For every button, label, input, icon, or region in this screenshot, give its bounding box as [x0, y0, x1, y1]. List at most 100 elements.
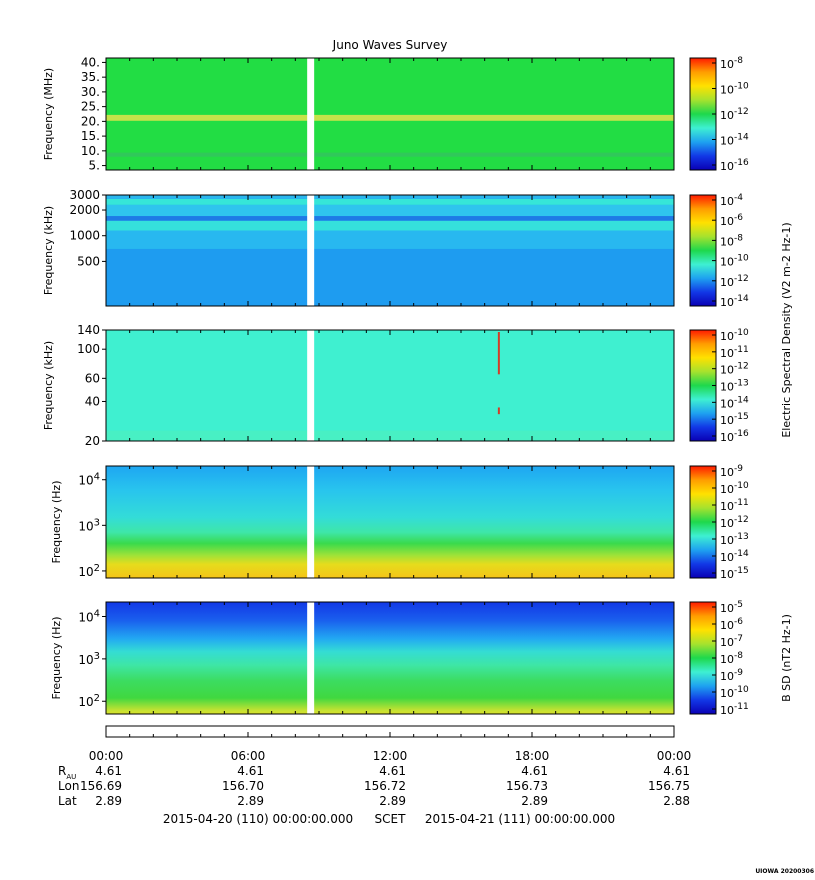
spectral-band: [106, 430, 674, 441]
y-tick-label: 30.: [81, 85, 100, 99]
time-tick-label: 18:00: [515, 749, 550, 763]
data-gap: [307, 330, 315, 441]
y-tick-label: 15.: [81, 129, 100, 143]
y-tick-label: 40.: [81, 55, 100, 69]
ephemeris-value: 4.61: [95, 764, 122, 778]
colorbar-tick-label: 10-11: [720, 345, 749, 360]
colorbar-scale: [689, 329, 717, 442]
colorbar-tick-label: 10-7: [720, 634, 743, 649]
y-tick-label: 20: [85, 434, 100, 448]
y-tick-label: 102: [78, 693, 100, 709]
y-tick-label: 10.: [81, 144, 100, 158]
spectral-band: [106, 204, 674, 217]
ephemeris-value: 156.75: [648, 779, 690, 793]
y-tick-label: 102: [78, 563, 100, 579]
y-tick-label: 40: [85, 394, 100, 408]
y-axis-label: Frequency (MHz): [42, 68, 55, 160]
spectrogram: [106, 330, 674, 441]
y-tick-label: 103: [78, 651, 100, 667]
ephemeris-label: Lon: [58, 779, 79, 793]
footer-scet: SCET: [375, 812, 407, 826]
colorbar-tick-label: 10-13: [720, 532, 749, 547]
colorbar-tick-label: 10-16: [720, 158, 749, 173]
colorbar-tick-label: 10-6: [720, 213, 743, 228]
colorbar-scale: [689, 465, 717, 579]
colorbar-tick-label: 10-16: [720, 429, 749, 444]
time-axis: 00:00 06:00 12:00 18:00 00:00 RAU 4.61 4.61 4.61…: [58, 725, 814, 875]
spectrogram: [106, 195, 674, 306]
ephemeris-value: 2.89: [237, 794, 264, 808]
colorbar-tick-label: 10-9: [720, 668, 743, 683]
ephemeris-value: 2.89: [95, 794, 122, 808]
colorbar-tick-label: 10-4: [720, 193, 743, 208]
colorbar-tick-label: 10-15: [720, 566, 749, 581]
colorbar-tick-label: 10-10: [720, 82, 749, 97]
colorbar-tick-label: 10-10: [720, 254, 749, 269]
time-tick-label: 12:00: [373, 749, 408, 763]
y-tick-label: 3000: [69, 188, 100, 202]
colorbar-tick-label: 10-12: [720, 107, 749, 122]
watermark: UIOWA 20200306: [755, 868, 814, 875]
colorbar-scale: [689, 601, 717, 715]
colorbar-tick-label: 10-6: [720, 617, 743, 632]
colorbar-tick-label: 10-11: [720, 702, 749, 717]
colorbar-tick-label: 10-8: [720, 651, 743, 666]
y-tick-label: 1000: [69, 229, 100, 243]
ephemeris-value: 4.61: [663, 764, 690, 778]
time-tick-label: 06:00: [231, 749, 266, 763]
y-axis-label: Frequency (kHz): [42, 206, 55, 295]
data-gap: [307, 58, 315, 170]
colorbar-label: B SD (nT2 Hz-1): [780, 614, 793, 702]
colorbar-scale: [689, 57, 717, 171]
colorbar-tick-label: 10-12: [720, 362, 749, 377]
y-tick-label: 103: [78, 517, 100, 533]
spectral-band: [106, 228, 674, 249]
colorbar-tick-label: 10-12: [720, 274, 749, 289]
ephemeris-value: 2.88: [663, 794, 690, 808]
y-tick-label: 140: [77, 323, 100, 337]
colorbar-tick-label: 10-10: [720, 481, 749, 496]
data-gap: [307, 602, 315, 714]
spectral-band: [106, 114, 674, 121]
colorbar-tick-label: 10-11: [720, 498, 749, 513]
spectral-gradient: [106, 602, 674, 714]
data-gap: [307, 466, 315, 578]
colorbar-tick-label: 10-14: [720, 133, 749, 148]
colorbar-tick-label: 10-14: [720, 549, 749, 564]
colorbar-tick-label: 10-8: [720, 233, 743, 248]
y-tick-label: 20.: [81, 114, 100, 128]
colorbar-tick-label: 10-5: [720, 600, 743, 615]
colorbar: 10-9 10-10 10-11 10-12 10-13 10-14 10-15: [689, 464, 749, 581]
colorbar-tick-label: 10-14: [720, 294, 749, 309]
footer-end: 2015-04-21 (111) 00:00:00.000: [425, 812, 615, 826]
ephemeris-value: 4.61: [521, 764, 548, 778]
ephemeris-label: RAU: [58, 764, 76, 781]
spectral-band: [106, 152, 674, 157]
emission-spike: [497, 407, 500, 415]
ephemeris-value: 156.72: [364, 779, 406, 793]
emission-spike: [497, 332, 500, 375]
spectrogram: [106, 602, 674, 714]
y-tick-label: 60: [85, 371, 100, 385]
colorbar-tick-label: 10-10: [720, 685, 749, 700]
chart-title: Juno Waves Survey: [332, 38, 448, 52]
colorbar-tick-label: 10-8: [720, 56, 743, 71]
y-tick-label: 104: [78, 609, 100, 625]
ephemeris-value: 4.61: [379, 764, 406, 778]
spectral-gradient: [106, 466, 674, 578]
spectrogram: [106, 466, 674, 578]
ephemeris-value: 156.70: [222, 779, 264, 793]
ephemeris-value: 2.89: [521, 794, 548, 808]
colorbar-tick-label: 10-15: [720, 412, 749, 427]
spectral-band: [106, 58, 674, 170]
time-tick-label: 00:00: [89, 749, 124, 763]
ephemeris-value: 156.73: [506, 779, 548, 793]
spectral-band: [106, 330, 674, 441]
colorbar-tick-label: 10-12: [720, 515, 749, 530]
colorbar-label: Electric Spectral Density (V2 m-2 Hz-1): [780, 222, 793, 437]
